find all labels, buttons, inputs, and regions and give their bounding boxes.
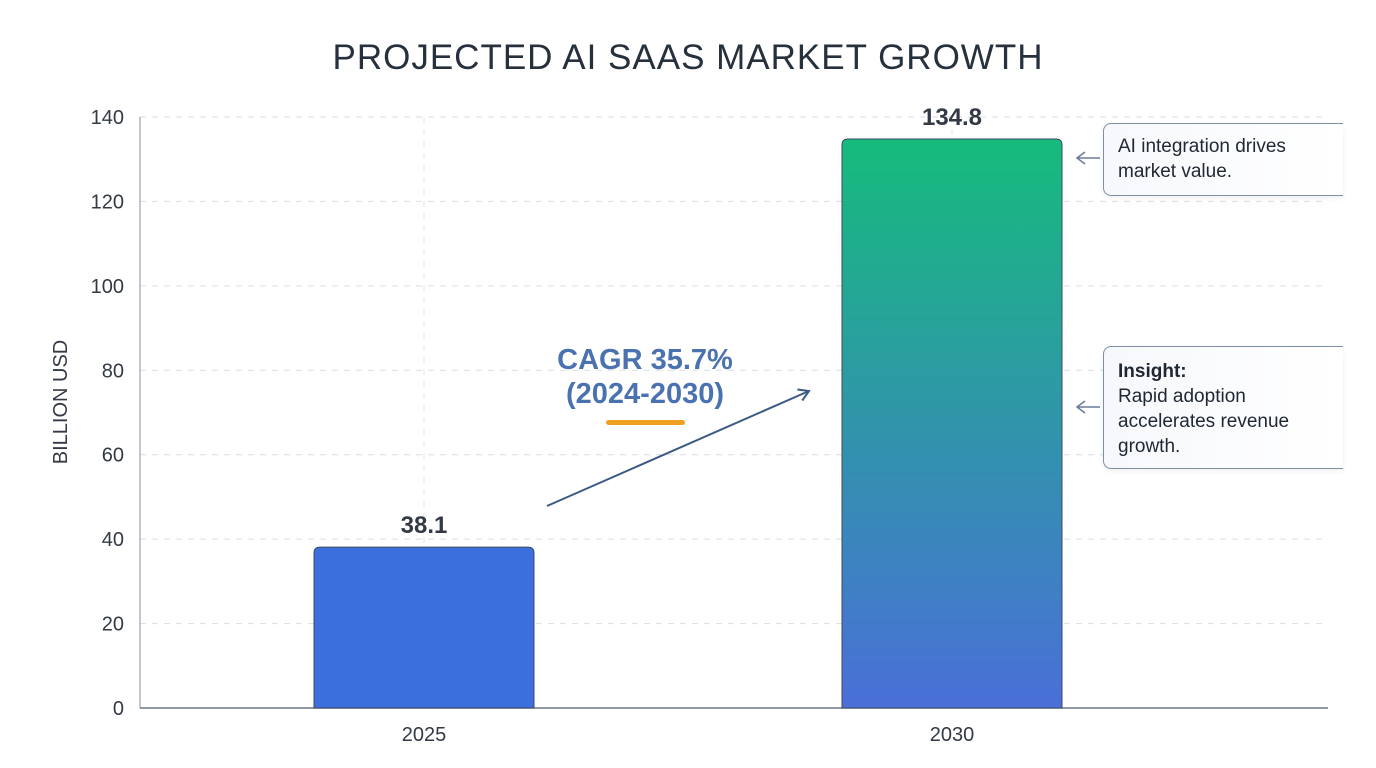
cagr-value: CAGR 35.7% <box>557 344 733 376</box>
cagr-annotation: CAGR 35.7% (2024-2030) <box>540 343 750 411</box>
insight-body: Rapid adoption accelerates revenue growt… <box>1118 386 1290 457</box>
x-tick-label: 2025 <box>402 724 447 746</box>
callout-top: AI integration drives market value. <box>1103 123 1343 196</box>
y-tick-label: 60 <box>102 445 124 467</box>
y-tick-label: 20 <box>102 614 124 636</box>
y-tick-label: 140 <box>91 107 124 129</box>
data-label: 38.1 <box>401 512 448 539</box>
chart-title: PROJECTED AI SAAS MARKET GROWTH <box>332 38 1044 77</box>
cagr-period: (2024-2030) <box>566 378 724 410</box>
data-label: 134.8 <box>922 104 982 131</box>
y-tick-label: 100 <box>91 276 124 298</box>
bar-2025 <box>313 546 535 709</box>
callout-pointer-arrow-icon <box>1075 151 1100 165</box>
bar-2030 <box>841 138 1063 709</box>
callout-top-text: AI integration drives market value. <box>1118 136 1286 182</box>
y-tick-label: 80 <box>102 360 124 382</box>
y-axis-label: BILLION USD <box>50 340 72 464</box>
callout-pointer-arrow-icon <box>1075 400 1100 414</box>
y-tick-label: 0 <box>113 698 124 720</box>
x-tick-label: 2030 <box>930 724 975 746</box>
callout-insight: Insight: Rapid adoption accelerates reve… <box>1103 346 1343 469</box>
growth-arrow <box>546 388 811 507</box>
y-tick-label: 40 <box>102 529 124 551</box>
insight-title: Insight: <box>1118 361 1187 382</box>
y-tick-label: 120 <box>91 191 124 213</box>
cagr-underline <box>606 420 685 425</box>
